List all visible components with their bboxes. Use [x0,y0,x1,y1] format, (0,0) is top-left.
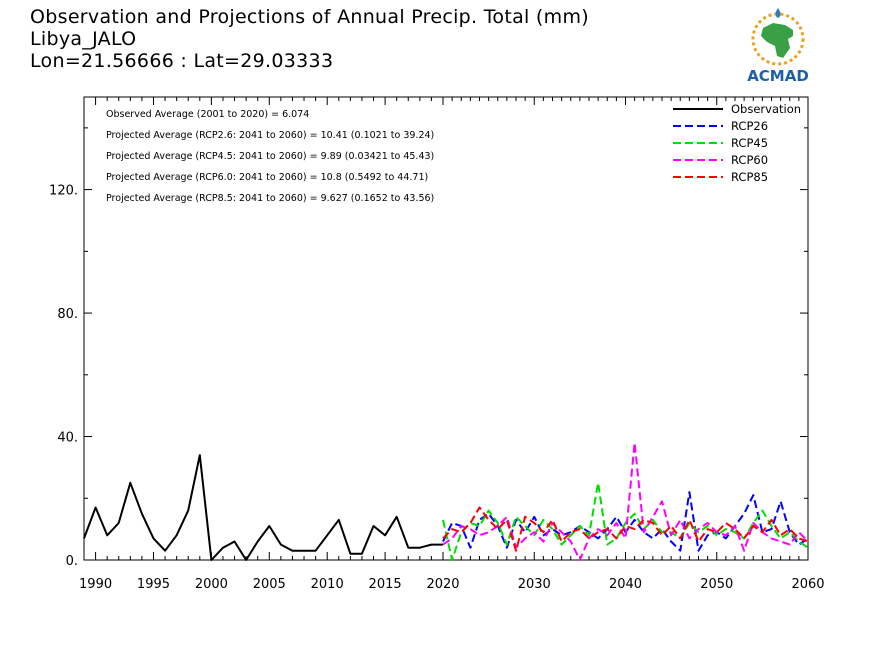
x-tick-label: 2020 [426,577,459,592]
legend-label-rcp45: RCP45 [731,136,768,150]
series-line-rcp60 [442,441,809,561]
logo-drop-icon [775,8,781,18]
station-coordinates: Lon=21.56666 : Lat=29.03333 [30,50,334,72]
y-tick-label: 40. [57,431,78,446]
x-tick-label: 2005 [253,577,286,592]
plot-frame [83,96,809,561]
x-tick-label: 2015 [369,577,402,592]
acmad-logo: ACMAD [747,8,809,85]
logo-ring [751,12,805,66]
x-tick-label: 1995 [137,577,170,592]
series-line-observation [83,454,443,561]
station-name: Libya_JALO [30,28,137,50]
average-annotation: Projected Average (RCP8.5: 2041 to 2060)… [106,193,434,204]
x-tick-label: 2000 [195,577,228,592]
average-annotation: Projected Average (RCP2.6: 2041 to 2060)… [106,130,434,141]
legend-label-rcp60: RCP60 [731,153,768,167]
average-annotation: Projected Average (RCP6.0: 2041 to 2060)… [106,172,428,183]
legend-label-rcp26: RCP26 [731,119,768,133]
x-tick-label: 2030 [518,577,551,592]
x-tick-label: 2010 [311,577,344,592]
x-tick-label: 2050 [700,577,733,592]
x-tick-label: 2060 [791,577,824,592]
x-tick-label: 2040 [609,577,642,592]
logo-text: ACMAD [747,67,809,85]
y-tick-label: 0. [66,554,78,569]
chart-title: Observation and Projections of Annual Pr… [30,6,589,28]
x-tick-label: 1990 [79,577,112,592]
series-line-rcp45 [442,481,809,561]
logo-africa-shape [761,23,793,58]
average-annotation: Projected Average (RCP4.5: 2041 to 2060)… [106,151,434,162]
y-tick-label: 120. [49,184,78,199]
chart-title-block: Observation and Projections of Annual Pr… [30,6,589,72]
legend-label-observation: Observation [731,102,801,116]
series-line-rcp85 [442,506,809,552]
average-annotation: Observed Average (2001 to 2020) = 6.074 [106,109,309,120]
legend-label-rcp85: RCP85 [731,170,768,184]
y-tick-label: 80. [57,307,78,322]
